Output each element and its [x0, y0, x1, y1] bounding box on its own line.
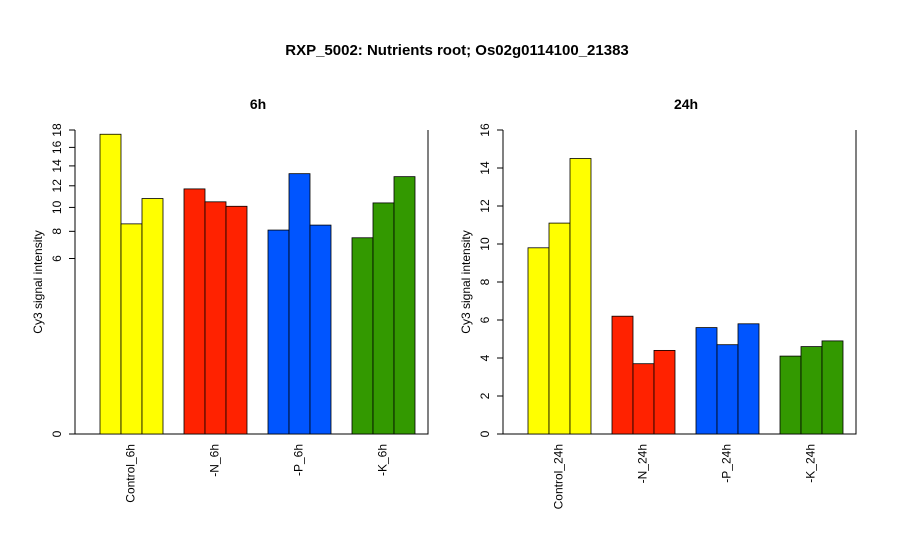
y-tick-label: 8	[50, 228, 64, 235]
chart-panel-6h: 6h Cy3 signal intensity 0 6 8 10 12 14 16 18 Con…	[31, 96, 429, 503]
y-tick-label: 6	[478, 316, 492, 323]
bar	[695, 327, 718, 435]
bar	[141, 198, 164, 435]
y-tick-label: 2	[478, 392, 492, 399]
bar	[288, 173, 311, 435]
y-tick-label: 0	[478, 430, 492, 437]
bar	[99, 133, 122, 435]
bar	[527, 247, 550, 435]
bar	[821, 340, 844, 435]
bar	[716, 344, 739, 435]
y-axis-label: Cy3 signal intensity	[459, 230, 473, 333]
y-tick-label: 12	[478, 199, 492, 213]
bar	[548, 222, 571, 435]
y-tick-label: 10	[50, 200, 64, 214]
y-tick-label: 8	[478, 278, 492, 285]
plot-frame	[74, 130, 429, 435]
main-title: RXP_5002: Nutrients root; Os02g0114100_2…	[285, 42, 629, 59]
bar	[611, 315, 634, 435]
panel-title: 6h	[250, 96, 266, 112]
y-tick-label: 0	[50, 430, 64, 437]
y-tick-label: 14	[478, 161, 492, 175]
bar	[393, 176, 416, 435]
category-label: -N_6h	[208, 444, 222, 477]
bar	[204, 201, 227, 435]
bar	[372, 202, 395, 435]
category-label: -K_6h	[376, 444, 390, 476]
bar	[351, 237, 374, 435]
y-axis-label: Cy3 signal intensity	[31, 230, 45, 333]
panel-title: 24h	[674, 96, 698, 112]
category-label: -N_24h	[636, 444, 650, 483]
category-label: -K_24h	[804, 444, 818, 483]
bar	[183, 188, 206, 435]
y-tick-label: 4	[478, 354, 492, 361]
category-label: -P_6h	[292, 444, 306, 476]
bar	[309, 224, 332, 435]
bar	[120, 223, 143, 435]
category-label: Control_24h	[552, 444, 566, 509]
y-tick-label: 18	[50, 123, 64, 137]
y-tick-label: 10	[478, 237, 492, 251]
category-label: -P_24h	[720, 444, 734, 483]
bar	[225, 205, 248, 435]
y-tick-label: 16	[478, 123, 492, 137]
bar	[569, 158, 592, 435]
bar	[267, 229, 290, 435]
bar	[653, 349, 676, 435]
category-label: Control_6h	[124, 444, 138, 503]
bar	[737, 323, 760, 435]
bar	[632, 363, 655, 435]
y-tick-label: 14	[50, 159, 64, 173]
y-tick-label: 16	[50, 140, 64, 154]
chart-panel-24h: 24h Cy3 signal intensity 0 2 4 6 8 10 12 14 16 Co…	[459, 96, 857, 509]
bar	[779, 355, 802, 435]
y-tick-label: 12	[50, 179, 64, 193]
bar	[800, 346, 823, 435]
y-tick-label: 6	[50, 255, 64, 262]
